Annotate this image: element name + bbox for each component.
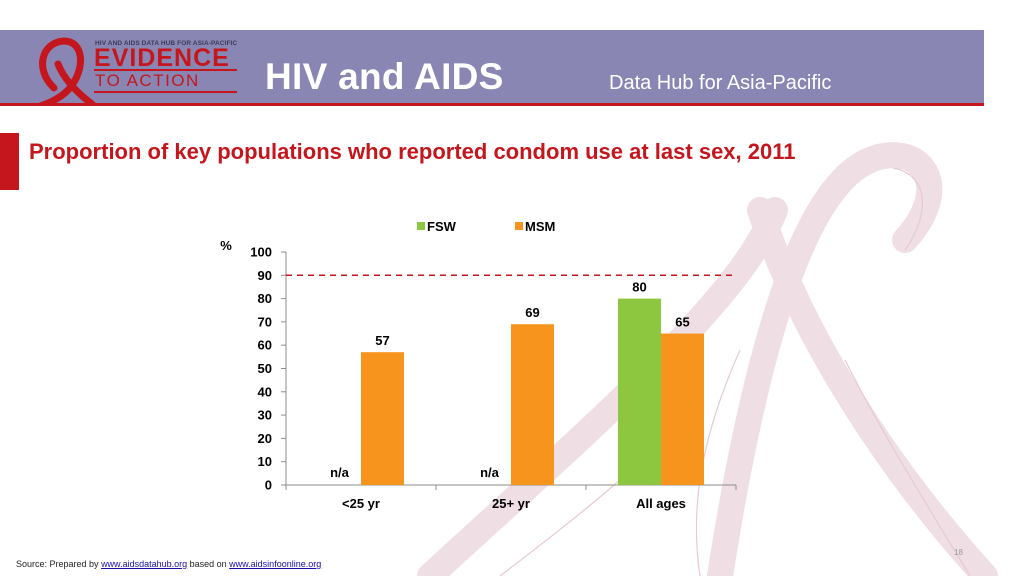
y-tick-label: 60: [258, 338, 272, 353]
x-tick-label: All ages: [636, 496, 686, 511]
title-accent-bar: [0, 133, 19, 190]
y-tick-label: 90: [258, 268, 272, 283]
bar-msm: [661, 333, 704, 485]
y-tick-label: 100: [250, 245, 272, 260]
legend-label-msm: MSM: [525, 219, 555, 234]
data-label: 69: [525, 305, 539, 320]
source-note: Source: Prepared by www.aidsdatahub.org …: [16, 559, 321, 569]
data-label: 57: [375, 333, 389, 348]
data-label-na: n/a: [480, 465, 500, 480]
y-axis-label: %: [220, 238, 232, 253]
y-tick-label: 50: [258, 361, 272, 376]
source-link-aidsinfoonline[interactable]: www.aidsinfoonline.org: [229, 559, 322, 569]
logo-action-text: TO ACTION: [95, 71, 200, 90]
legend-label-fsw: FSW: [427, 219, 457, 234]
y-tick-label: 0: [265, 478, 272, 493]
y-tick-label: 10: [258, 454, 272, 469]
source-middle: based on: [187, 559, 230, 569]
chart-title: Proportion of key populations who report…: [29, 139, 796, 164]
logo-evidence-text: EVIDENCE: [94, 44, 230, 72]
y-tick-label: 80: [258, 291, 272, 306]
x-tick-label: <25 yr: [342, 496, 380, 511]
bar-msm: [361, 352, 404, 485]
y-tick-label: 20: [258, 431, 272, 446]
header-banner: [0, 30, 984, 106]
y-tick-label: 70: [258, 314, 272, 329]
red-ribbon-icon: [35, 37, 96, 104]
legend-swatch-fsw: [417, 222, 425, 230]
y-tick-label: 40: [258, 384, 272, 399]
y-tick-label: 30: [258, 408, 272, 423]
brand-subtitle: Data Hub for Asia-Pacific: [609, 72, 832, 94]
source-prefix: Source: Prepared by: [16, 559, 102, 569]
data-label-na: n/a: [330, 465, 350, 480]
x-tick-label: 25+ yr: [492, 496, 530, 511]
page-number: 18: [954, 548, 963, 557]
source-link-aidsdatahub[interactable]: www.aidsdatahub.org: [101, 559, 188, 569]
bar-fsw: [618, 298, 661, 485]
brand-title: HIV and AIDS: [265, 56, 504, 97]
logo-tagline: HIV AND AIDS DATA HUB FOR ASIA-PACIFIC: [95, 40, 238, 47]
legend-swatch-msm: [515, 222, 523, 230]
bar-msm: [511, 324, 554, 485]
logo-divider: [94, 69, 237, 71]
logo-divider-bottom: [94, 91, 237, 93]
data-label: 80: [632, 280, 646, 295]
data-label: 65: [675, 315, 689, 330]
